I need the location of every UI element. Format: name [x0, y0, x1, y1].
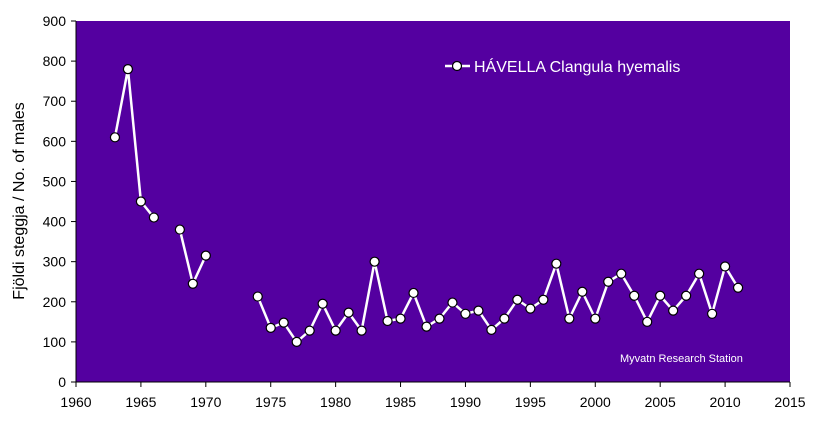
data-point: [135, 196, 147, 207]
x-axis: 1960 1965 1970 1975 1980 1985 1990 1995 2000 2005…: [60, 381, 806, 410]
data-point: [616, 268, 627, 279]
data-point: [408, 287, 419, 299]
data-point: [369, 256, 380, 267]
data-point: [590, 313, 601, 324]
data-point: [252, 291, 263, 302]
y-tick-label: 900: [43, 13, 67, 29]
data-point: [421, 321, 432, 332]
y-tick-label: 800: [43, 53, 67, 69]
data-point: [681, 290, 692, 301]
x-tick-label: 2005: [645, 394, 676, 410]
data-point: [564, 313, 575, 324]
data-point: [291, 336, 302, 347]
data-point: [109, 132, 121, 143]
data-point: [343, 307, 354, 318]
y-tick-label: 300: [43, 254, 67, 270]
x-tick-label: 1970: [190, 394, 221, 410]
data-point: [603, 276, 614, 287]
data-point: [460, 308, 471, 319]
x-tick-label: 1965: [125, 394, 156, 410]
y-axis: 0 100 200 300 400 500 600 700 800 900: [43, 13, 77, 390]
series-line-segment: [113, 67, 155, 219]
data-point: [122, 64, 134, 75]
data-point: [707, 308, 718, 319]
legend-marker: [451, 60, 463, 72]
y-tick-label: 500: [43, 173, 67, 189]
data-point: [265, 322, 276, 333]
x-tick-label: 2015: [774, 394, 805, 410]
y-tick-label: 600: [43, 133, 67, 149]
data-point: [434, 313, 445, 324]
data-point: [668, 305, 679, 316]
data-point: [486, 324, 497, 335]
plot-area: [76, 21, 790, 382]
y-axis-label: Fjöldi steggja / No. of males: [11, 102, 28, 299]
y-tick-label: 100: [43, 334, 67, 350]
credit-annotation: Myvatn Research Station: [620, 353, 743, 365]
data-point: [447, 297, 458, 308]
x-tick-label: 2000: [580, 394, 611, 410]
data-point: [356, 325, 367, 336]
data-point: [382, 315, 393, 327]
data-point: [317, 298, 328, 309]
data-point: [577, 286, 588, 297]
data-point: [200, 250, 211, 261]
x-tick-label: 1960: [60, 394, 91, 410]
data-point: [694, 268, 705, 279]
data-point: [551, 258, 562, 269]
data-point: [174, 224, 185, 235]
data-point: [395, 313, 406, 324]
x-tick-label: 1975: [255, 394, 286, 410]
x-tick-label: 1995: [515, 394, 546, 410]
x-tick-label: 2010: [710, 394, 741, 410]
data-point: [512, 294, 523, 305]
data-point: [525, 303, 536, 314]
data-point: [499, 313, 510, 324]
y-tick-label: 200: [43, 294, 67, 310]
x-tick-label: 1990: [450, 394, 481, 410]
data-point: [148, 212, 159, 223]
data-point: [719, 261, 731, 272]
data-point: [538, 294, 549, 305]
data-point: [473, 305, 484, 316]
y-tick-label: 700: [43, 93, 67, 109]
legend-label: HÁVELLA Clangula hyemalis: [474, 57, 680, 76]
data-point: [304, 325, 315, 336]
data-point: [629, 290, 640, 301]
data-point: [642, 316, 653, 327]
data-point: [278, 317, 289, 328]
legend: HÁVELLA Clangula hyemalis: [445, 57, 680, 76]
data-point: [187, 278, 198, 289]
y-tick-label: 400: [43, 214, 67, 230]
x-tick-label: 1980: [320, 394, 351, 410]
data-point: [732, 282, 744, 293]
x-tick-label: 1985: [385, 394, 416, 410]
data-point: [330, 325, 341, 336]
data-point: [655, 290, 666, 301]
series-points: [109, 64, 744, 347]
y-tick-label: 0: [58, 374, 66, 390]
